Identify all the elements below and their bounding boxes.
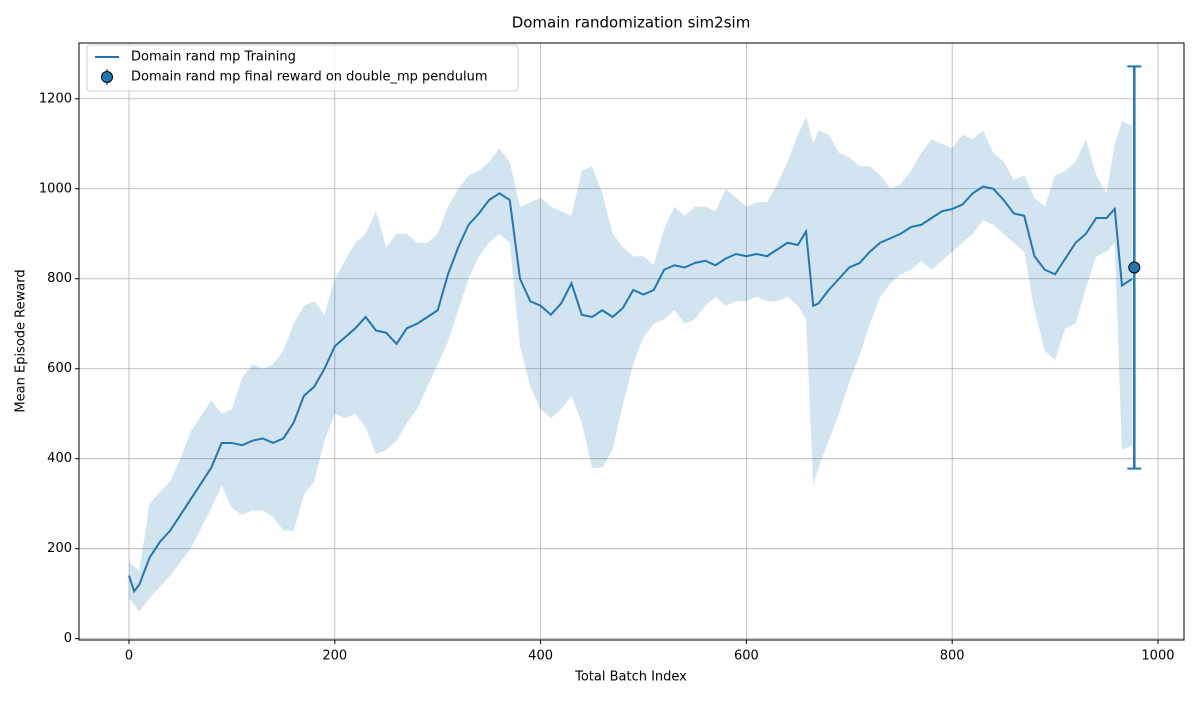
point [1128, 261, 1141, 274]
y-tick-label: 200 [47, 541, 72, 556]
legend-label: Domain rand mp Training [131, 50, 296, 65]
legend-label: Domain rand mp final reward on double_mp… [131, 70, 488, 85]
x-tick-label: 600 [734, 649, 759, 664]
y-axis-label: Mean Episode Reward [14, 269, 29, 412]
x-axis-label: Total Batch Index [574, 670, 687, 685]
x-tick-label: 800 [940, 649, 965, 664]
y-tick-label: 1200 [39, 91, 72, 106]
y-tick-label: 1000 [39, 181, 72, 196]
chart-title: Domain randomization sim2sim [512, 14, 751, 32]
y-tick-label: 800 [47, 271, 72, 286]
plot-frame [78, 42, 1185, 641]
y-tick-label: 600 [47, 361, 72, 376]
line [128, 185, 1133, 594]
legend-swatch [101, 71, 113, 83]
x-tick-label: 0 [125, 649, 133, 664]
y-tick-label: 400 [47, 451, 72, 466]
y-tick-label: 0 [64, 631, 72, 646]
legend: Domain rand mp Training Domain rand mp fi… [86, 44, 519, 92]
legend-box [86, 44, 519, 92]
band [129, 116, 1133, 612]
x-tick-label: 200 [322, 649, 347, 664]
x-tick-label: 1000 [1141, 649, 1174, 664]
x-tick-label: 400 [528, 649, 553, 664]
